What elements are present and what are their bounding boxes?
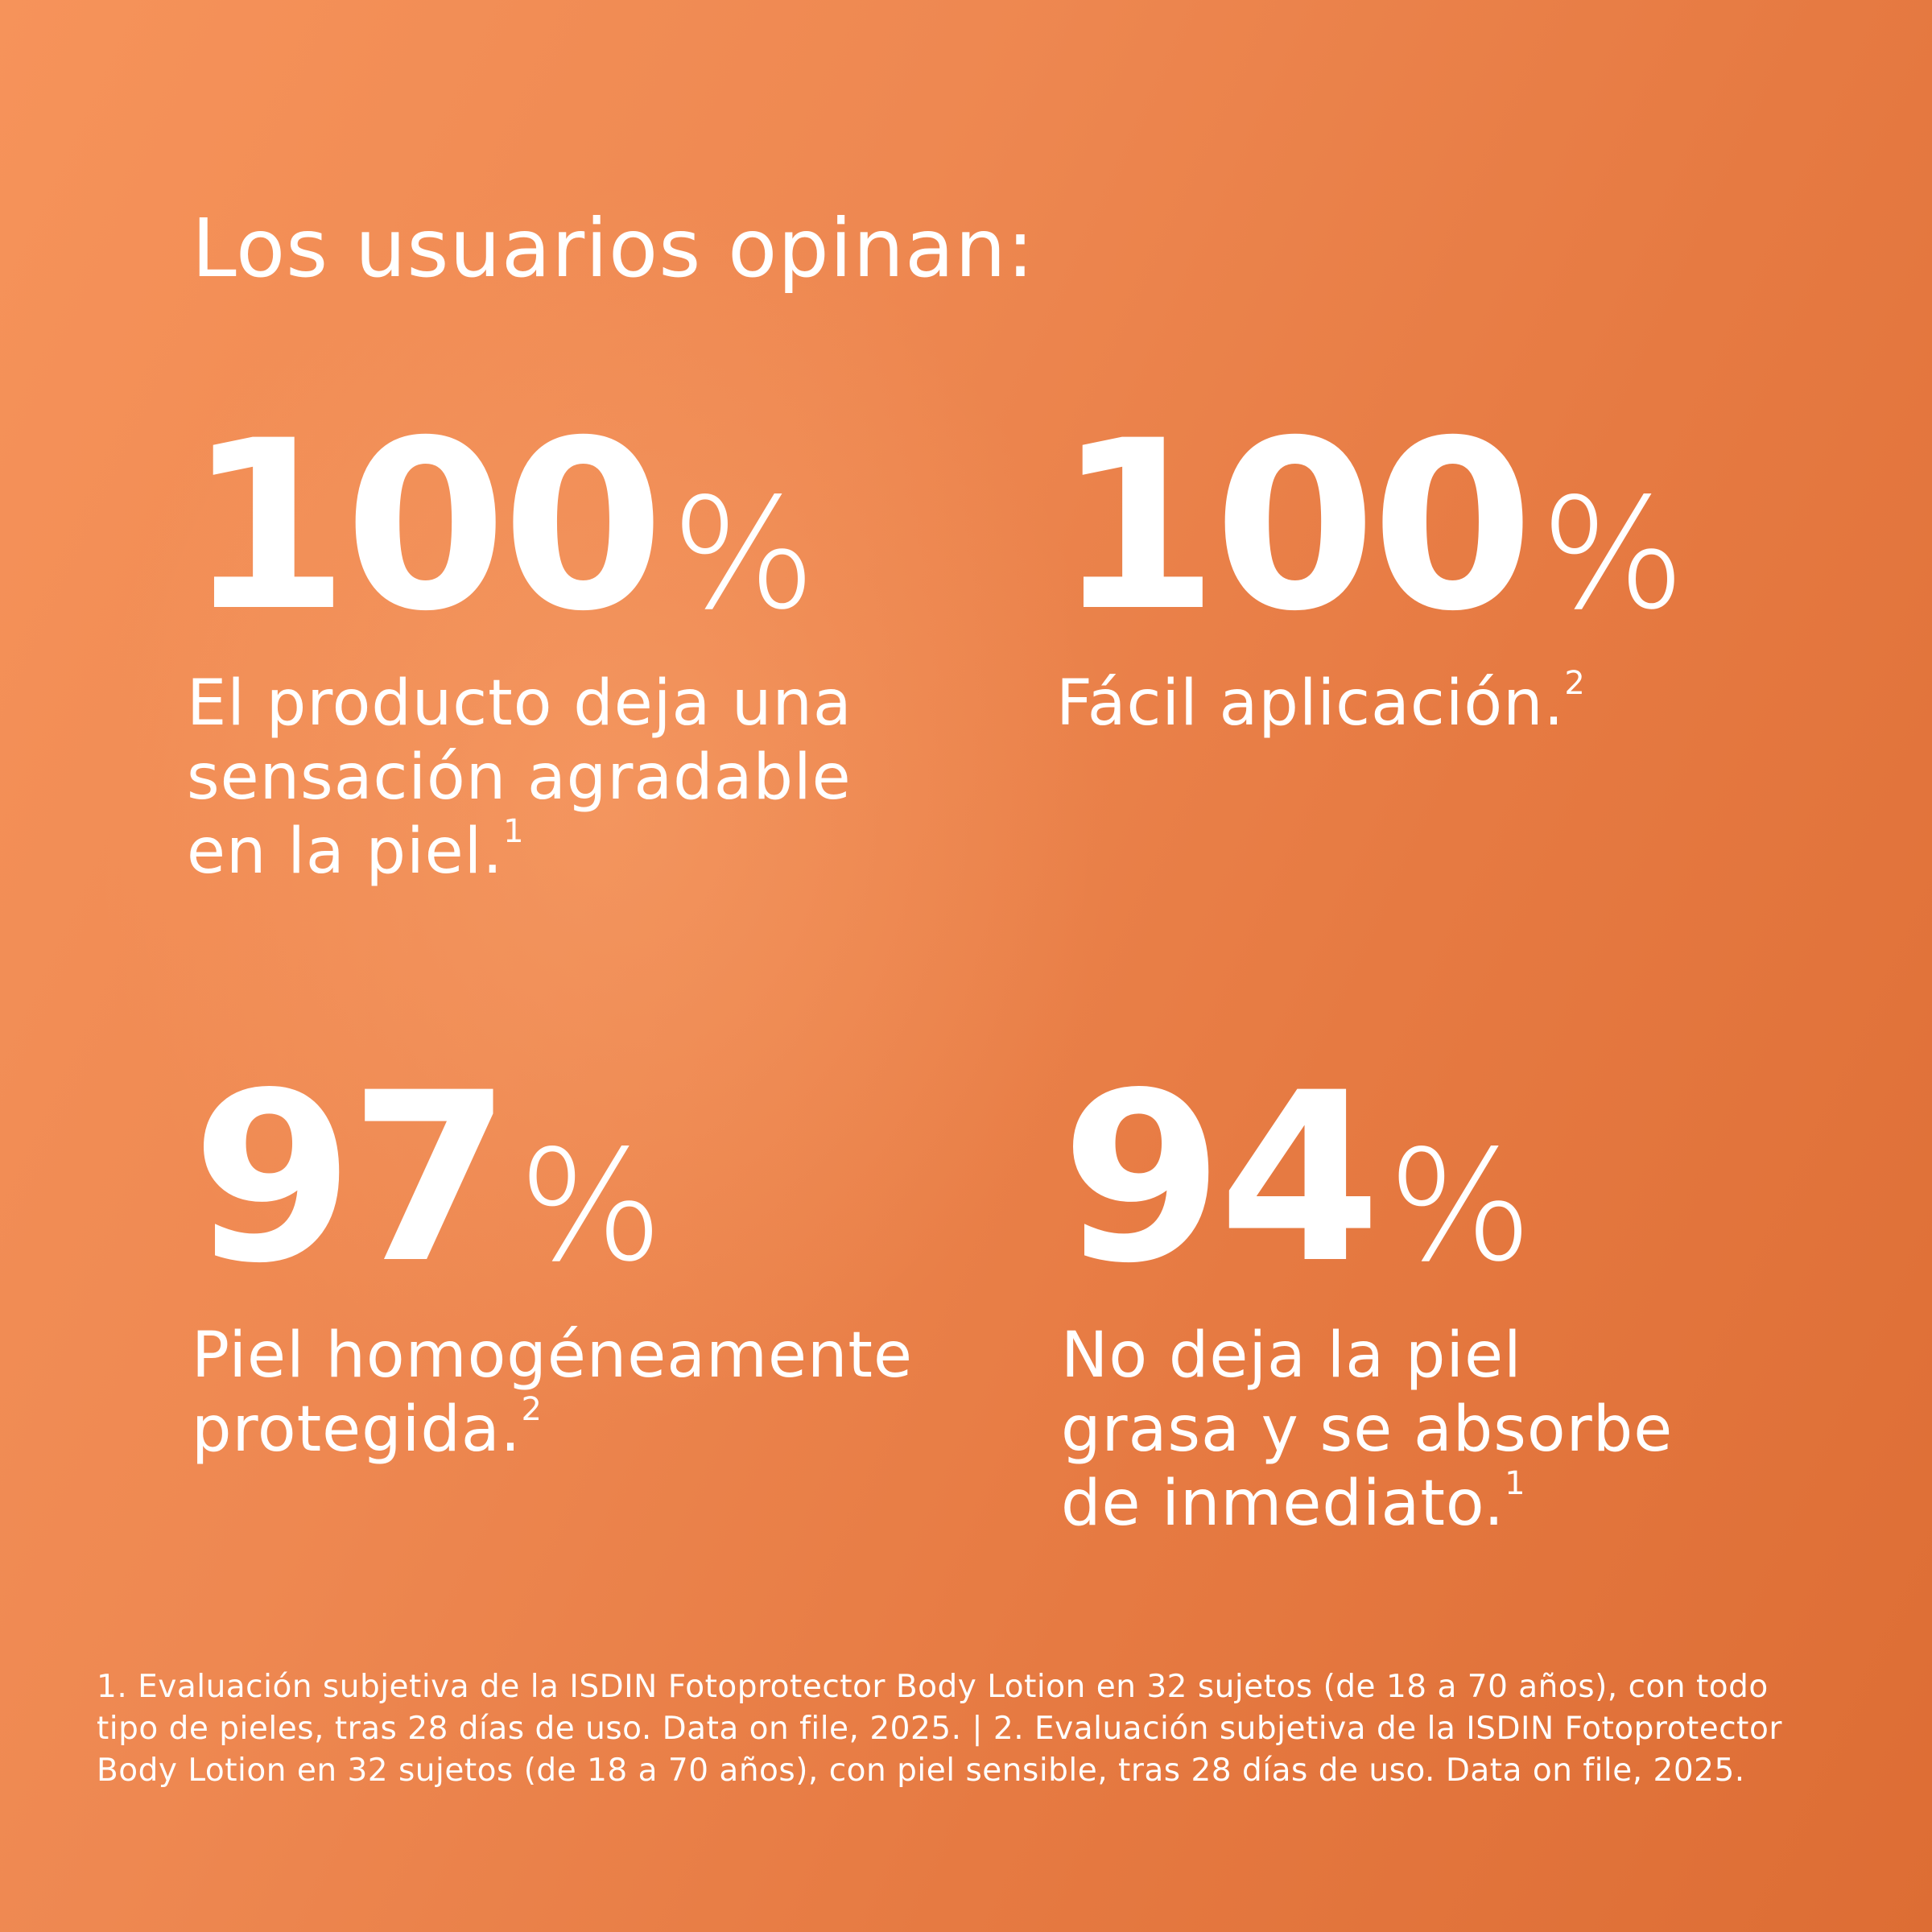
stat-number: 97% — [192, 1063, 997, 1296]
stat-description: Piel homogéneamente protegida.2 — [192, 1319, 997, 1467]
stat-number: 100% — [187, 411, 992, 644]
footnote-ref: 1 — [1505, 1465, 1526, 1502]
footnote-ref: 1 — [503, 813, 525, 850]
description-text: grasa y se absorbe — [1061, 1393, 1674, 1466]
description-line: Fácil aplicación.2 — [1056, 667, 1861, 741]
stat-description: Fácil aplicación.2 — [1056, 667, 1861, 741]
stat-description: No deja la piel grasa y se absorbe de inme… — [1061, 1319, 1866, 1541]
description-text: protegida. — [192, 1393, 522, 1466]
stat-unit: % — [1540, 465, 1686, 643]
stat: 100% El producto deja una sensación agrada… — [187, 411, 992, 889]
stat-description: El producto deja una sensación agradable e… — [187, 667, 992, 889]
description-line: Piel homogéneamente — [192, 1319, 997, 1393]
stat-number: 100% — [1056, 411, 1861, 644]
stat-value: 94 — [1061, 1043, 1381, 1315]
stat: 94% No deja la piel grasa y se absorbe de i… — [1061, 1063, 1866, 1541]
description-line: No deja la piel — [1061, 1319, 1866, 1393]
stat-unit: % — [518, 1117, 664, 1295]
description-text: El producto deja una — [187, 667, 852, 740]
description-text: No deja la piel — [1061, 1319, 1522, 1392]
stat: 100% Fácil aplicación.2 — [1056, 411, 1861, 741]
description-line: protegida.2 — [192, 1393, 997, 1467]
description-text: Piel homogéneamente — [192, 1319, 914, 1392]
title: Los usuarios opinan: — [192, 201, 1035, 295]
footnote-ref: 2 — [521, 1391, 543, 1428]
description-line: en la piel.1 — [187, 815, 992, 889]
description-text: en la piel. — [187, 815, 504, 888]
stat: 97% Piel homogéneamente protegida.2 — [192, 1063, 997, 1467]
description-line: sensación agradable — [187, 741, 992, 815]
stat-value: 100 — [1056, 391, 1534, 663]
stat-unit: % — [1387, 1117, 1534, 1295]
description-line: El producto deja una — [187, 667, 992, 741]
stat-number: 94% — [1061, 1063, 1866, 1296]
description-line: grasa y se absorbe — [1061, 1393, 1866, 1467]
description-text: sensación agradable — [187, 741, 852, 814]
description-line: de inmediato.1 — [1061, 1467, 1866, 1541]
footnote-ref: 2 — [1564, 665, 1586, 702]
description-text: Fácil aplicación. — [1056, 667, 1565, 740]
stat-unit: % — [671, 465, 816, 643]
description-text: de inmediato. — [1061, 1468, 1505, 1540]
footnote: 1. Evaluación subjetiva de la ISDIN Foto… — [97, 1669, 1782, 1789]
stat-value: 100 — [187, 391, 664, 663]
stat-value: 97 — [192, 1043, 512, 1315]
